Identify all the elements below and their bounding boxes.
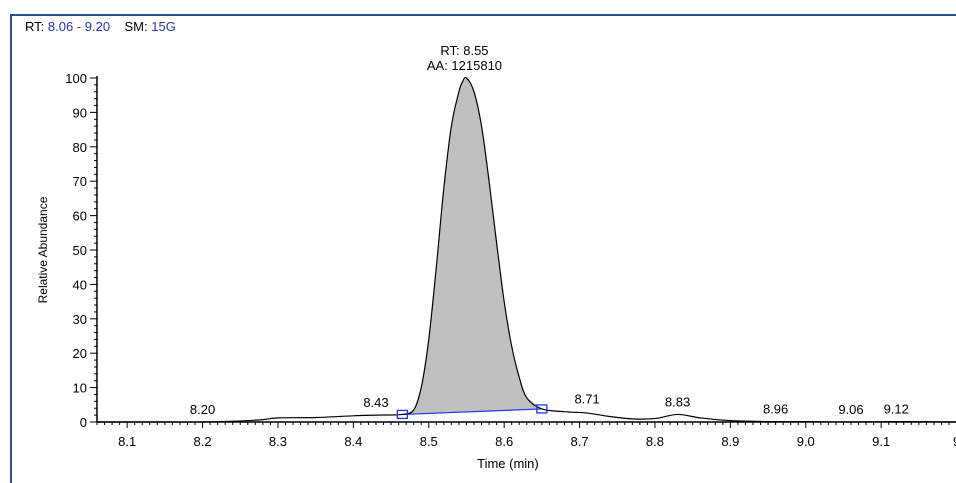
peak-rt-label: 8.83: [665, 394, 690, 409]
peak-rt-label: 8.71: [574, 392, 599, 407]
chromatogram-trace: [96, 76, 956, 423]
x-axis-title: Time (min): [477, 456, 539, 471]
sm-label: SM:: [124, 19, 148, 34]
peak-start-marker: [396, 409, 409, 420]
y-tick-label: 80: [73, 140, 87, 155]
peak-rt-label: 8.96: [763, 402, 788, 417]
apex-annotation: AA: 1215810: [427, 58, 502, 73]
axes-layer: 0 10 20 30 40 50 60 70 80 90 100 8.1 8.2 8.3 8.4 8.5 8.6…: [65, 71, 956, 449]
apex-annotation: RT: 8.55: [440, 43, 488, 58]
y-tick-label: 60: [73, 209, 87, 224]
x-tick-label: 8.8: [646, 434, 664, 449]
integrated-peak-area: [402, 78, 542, 415]
peak-end-marker: [536, 404, 548, 414]
x-tick-label: 9: [953, 434, 956, 449]
x-tick-label: 8.1: [118, 434, 136, 449]
rt-range: 8.06 - 9.20: [47, 19, 111, 34]
x-tick-label: 8.5: [420, 434, 438, 449]
y-tick-label: 90: [73, 105, 87, 120]
x-tick-label: 8.9: [721, 434, 739, 449]
peak-rt-label: 8.43: [363, 395, 388, 410]
integrated-peak-layer: [402, 78, 542, 416]
y-tick-label: 10: [73, 381, 87, 396]
x-tick-label: 8.2: [194, 434, 212, 449]
y-tick-label: 70: [73, 174, 87, 189]
y-tick-label: 30: [73, 312, 87, 327]
x-tick-label: 8.3: [269, 434, 287, 449]
x-tick-label: 8.7: [571, 434, 589, 449]
peak-rt-label: 8.20: [190, 402, 215, 417]
x-tick-label: 8.6: [495, 434, 513, 449]
rt-label: RT:: [25, 19, 45, 34]
y-tick-label: 0: [80, 415, 87, 430]
y-tick-label: 50: [73, 243, 87, 258]
x-tick-label: 9.0: [797, 434, 815, 449]
y-tick-label: 20: [73, 346, 87, 361]
trace-layer: [96, 76, 956, 423]
chart-header: RT: 8.06 - 9.20 SM: 15G: [25, 19, 176, 34]
y-axis-title: Relative Abundance: [36, 196, 50, 303]
x-tick-label: 9.1: [872, 434, 890, 449]
peak-rt-label: 9.06: [838, 402, 863, 417]
y-tick-label: 40: [73, 277, 87, 292]
chart-frame: [10, 14, 956, 483]
x-tick-label: 8.4: [344, 434, 362, 449]
y-tick-label: 100: [65, 71, 87, 86]
peak-baseline: [402, 408, 542, 416]
peak-rt-label: 9.12: [884, 402, 909, 417]
sm-value: 15G: [151, 19, 176, 34]
